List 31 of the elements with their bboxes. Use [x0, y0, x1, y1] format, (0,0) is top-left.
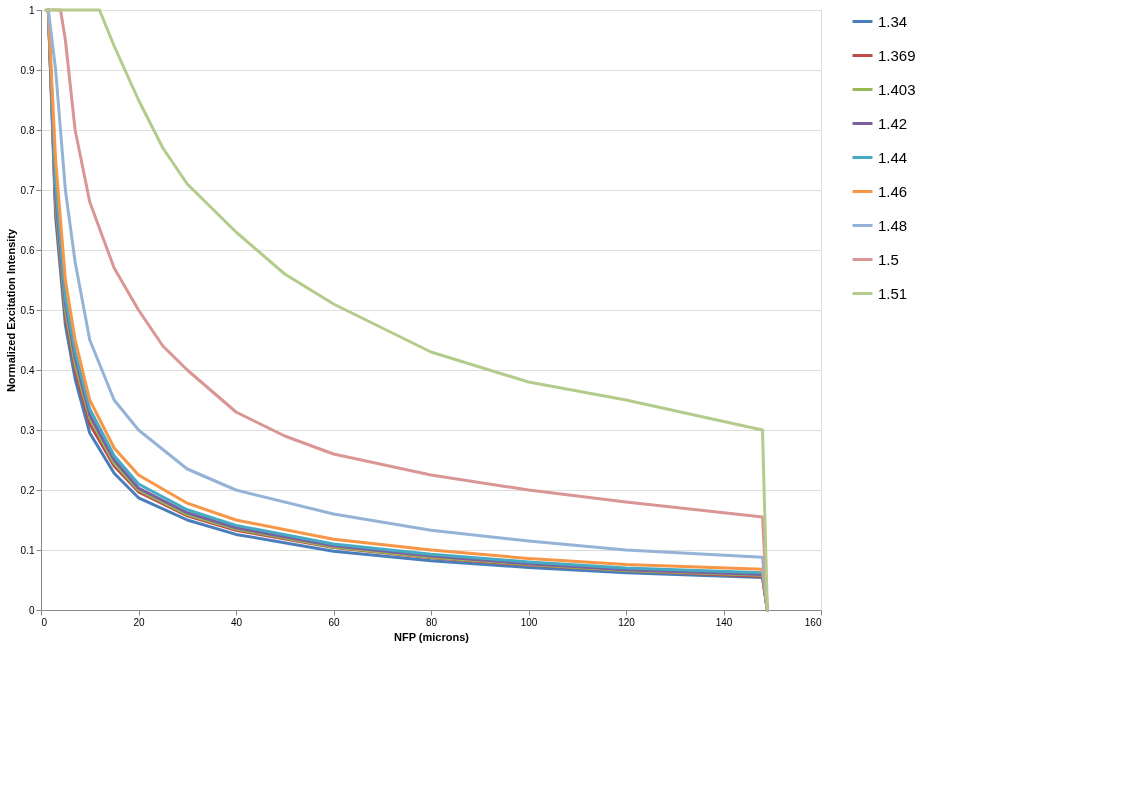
x-tick-label: 0: [41, 616, 48, 628]
legend-label: 1.42: [878, 114, 908, 132]
y-tick-label: 0.2: [20, 484, 35, 496]
y-axis-title: Normalized Excitation Intensity: [4, 228, 17, 393]
y-tick-label: 0.9: [20, 64, 35, 76]
x-tick-label: 80: [425, 616, 438, 628]
x-tick-label: 160: [804, 616, 822, 628]
x-tick-label: 60: [328, 616, 340, 628]
y-tick-label: 0.1: [20, 544, 35, 556]
x-tick-label: 120: [618, 616, 636, 628]
legend-label: 1.48: [878, 216, 908, 234]
x-tick-label: 140: [715, 616, 733, 628]
x-axis-title: NFP (microns): [394, 630, 470, 643]
y-tick-label: 0.3: [20, 424, 35, 436]
legend-label: 1.403: [878, 80, 916, 98]
y-tick-label: 0.6: [20, 244, 35, 256]
x-tick-label: 40: [230, 616, 243, 628]
y-tick-label: 0.4: [20, 364, 35, 376]
legend-label: 1.34: [878, 12, 908, 30]
x-tick-label: 20: [133, 616, 145, 628]
x-tick-label: 100: [520, 616, 538, 628]
y-tick-label: 0.8: [20, 124, 35, 136]
legend-label: 1.51: [878, 284, 908, 302]
y-tick-label: 1: [28, 4, 35, 16]
y-tick-label: 0.5: [20, 304, 35, 316]
legend-label: 1.44: [878, 148, 908, 166]
legend-label: 1.46: [878, 182, 908, 200]
y-tick-label: 0: [28, 604, 35, 616]
y-tick-label: 0.7: [20, 184, 35, 196]
legend-label: 1.5: [878, 250, 899, 268]
legend-label: 1.369: [878, 46, 916, 64]
